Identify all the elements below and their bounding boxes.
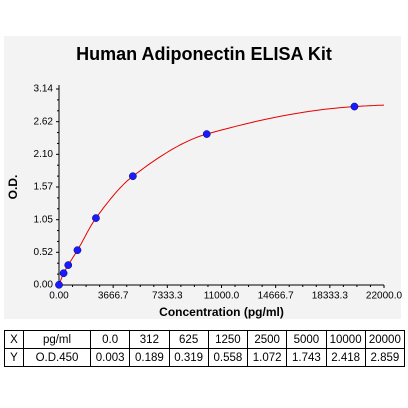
table-cell: 0.189	[129, 348, 170, 367]
data-point	[350, 102, 359, 111]
x-tick-label: 14666.7	[258, 290, 295, 301]
table-cell: 2.418	[325, 348, 366, 367]
data-point	[64, 261, 73, 269]
chart-panel	[4, 36, 401, 319]
data-point	[129, 172, 137, 181]
x-tick-label: 22000.0	[366, 290, 403, 301]
y-tick-label: 2.10	[34, 149, 54, 160]
y-tick-label: 3.14	[34, 84, 54, 95]
table-cell: 1250	[207, 330, 249, 349]
table-cell: 0.319	[168, 348, 209, 367]
table-cell: 0.558	[207, 348, 249, 367]
table-cell: 1.743	[286, 348, 327, 367]
table-cell: 20000	[364, 330, 406, 349]
data-point	[73, 246, 82, 255]
table-row-x: X pg/ml 0.0 312 625 1250 2500 5000 10000…	[4, 330, 406, 349]
table-cell: 0.0	[89, 330, 131, 349]
y-unit-cell: O.D.450	[23, 348, 91, 367]
x-tick-label: 3666.7	[98, 290, 129, 301]
y-tick-label: 0.52	[34, 247, 54, 258]
y-axis-label: O.D.	[6, 175, 20, 200]
table-cell: 312	[129, 330, 170, 349]
row-header-y: Y	[4, 348, 24, 367]
row-header-x: X	[4, 330, 24, 349]
x-tick-label: 0.00	[49, 290, 69, 301]
data-point	[55, 280, 63, 289]
y-tick-label: 0.00	[34, 280, 54, 291]
data-point	[92, 214, 100, 222]
standard-data-table: X pg/ml 0.0 312 625 1250 2500 5000 10000…	[4, 330, 406, 367]
data-point	[59, 269, 68, 278]
y-tick-label: 1.05	[34, 214, 54, 225]
x-axis-label: Concentration (pg/ml)	[159, 305, 284, 319]
table-cell: 10000	[325, 330, 366, 349]
table-cell: 5000	[286, 330, 327, 349]
table-cell: 1.072	[246, 348, 288, 367]
x-tick-label: 7333.3	[152, 290, 183, 301]
fit-curve-line	[58, 104, 385, 285]
chart-title: Human Adiponectin ELISA Kit	[76, 44, 332, 64]
standard-curve-chart: 0.00 3666.7 7333.3 11000.0 14666.7 18333.3 220…	[6, 84, 403, 319]
y-tick-label: 1.57	[34, 182, 54, 193]
x-unit-cell: pg/ml	[23, 330, 91, 349]
table-row-y: Y O.D.450 0.003 0.189 0.319 0.558 1.072 …	[4, 348, 406, 367]
table-cell: 0.003	[89, 348, 131, 367]
y-tick-label: 2.62	[34, 116, 54, 127]
data-point	[202, 130, 211, 138]
x-tick-label: 11000.0	[204, 290, 240, 301]
table-cell: 2.859	[364, 348, 406, 367]
x-tick-label: 18333.3	[312, 290, 349, 301]
table-cell: 625	[168, 330, 209, 349]
table-cell: 2500	[246, 330, 288, 349]
